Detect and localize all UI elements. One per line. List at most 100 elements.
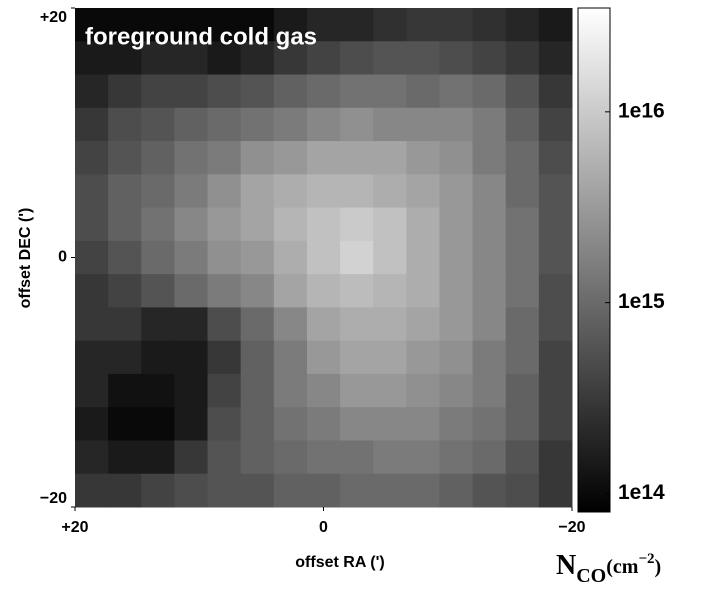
heatmap-cell	[240, 373, 275, 408]
heatmap-cell	[207, 207, 242, 242]
heatmap-cell	[472, 240, 507, 275]
heatmap-cell	[174, 107, 209, 142]
heatmap-cell	[406, 41, 440, 76]
heatmap-cell	[439, 407, 474, 441]
heatmap-cell	[174, 373, 209, 408]
heatmap-cell	[273, 174, 308, 209]
heatmap-cell	[174, 141, 209, 175]
heatmap-cell	[472, 207, 507, 242]
heatmap-cell	[439, 141, 474, 175]
heatmap-cell	[439, 340, 474, 375]
heatmap-cell	[505, 407, 540, 441]
heatmap-cell	[141, 307, 175, 342]
heatmap-cell	[472, 473, 507, 508]
heatmap-cell	[174, 473, 209, 508]
colorbar-label-part: (cm	[606, 556, 639, 578]
heatmap-cell	[538, 440, 573, 475]
heatmap-cell	[340, 141, 374, 175]
x-tick-label: 0	[319, 519, 328, 536]
heatmap-cell	[373, 207, 407, 242]
heatmap-cell	[439, 373, 474, 408]
heatmap-cell	[75, 74, 109, 109]
heatmap-cell	[174, 8, 209, 42]
heatmap-cell	[373, 473, 407, 508]
heatmap-cell	[108, 174, 142, 209]
heatmap-cell	[240, 240, 275, 275]
heatmap-cell	[273, 307, 308, 342]
heatmap-cell	[340, 107, 374, 142]
heatmap-cell	[240, 307, 275, 342]
heatmap-cell	[174, 207, 209, 242]
heatmap-cell	[538, 174, 573, 209]
heatmap-cell	[472, 307, 507, 342]
heatmap-cell	[538, 373, 573, 408]
heatmap-cell	[505, 307, 540, 342]
heatmap-cell	[406, 107, 440, 142]
heatmap-cell	[340, 174, 374, 209]
heatmap-cell	[273, 107, 308, 142]
heatmap-cell	[207, 274, 242, 308]
heatmap-cell	[75, 440, 109, 475]
heatmap-cell	[505, 107, 540, 142]
heatmap-cell	[240, 473, 275, 508]
heatmap-cell	[373, 240, 407, 275]
heatmap-cell	[273, 440, 308, 475]
heatmap-cell	[207, 240, 242, 275]
heatmap-cell	[75, 307, 109, 342]
heatmap-cell	[174, 274, 209, 308]
heatmap-cell	[108, 407, 142, 441]
heatmap-cell	[472, 41, 507, 76]
heatmap-cell	[75, 174, 109, 209]
heatmap-cell	[538, 141, 573, 175]
heatmap	[75, 8, 573, 508]
heatmap-cell	[240, 440, 275, 475]
heatmap-cell	[207, 141, 242, 175]
heatmap-cell	[472, 141, 507, 175]
heatmap-cell	[373, 174, 407, 209]
heatmap-cell	[174, 407, 209, 441]
heatmap-cell	[505, 440, 540, 475]
heatmap-cell	[75, 274, 109, 308]
heatmap-cell	[174, 240, 209, 275]
heatmap-cell	[75, 373, 109, 408]
heatmap-cell	[240, 174, 275, 209]
heatmap-cell	[439, 174, 474, 209]
heatmap-cell	[273, 473, 308, 508]
heatmap-cell	[340, 373, 374, 408]
heatmap-cell	[306, 240, 341, 275]
heatmap-cell	[340, 207, 374, 242]
heatmap-cell	[538, 207, 573, 242]
heatmap-cell	[505, 274, 540, 308]
heatmap-cell	[240, 340, 275, 375]
heatmap-cell	[406, 473, 440, 508]
heatmap-cell	[273, 274, 308, 308]
heatmap-cell	[174, 174, 209, 209]
heatmap-cell	[273, 240, 308, 275]
heatmap-cell	[406, 8, 440, 42]
heatmap-cell	[174, 74, 209, 109]
heatmap-cell	[538, 107, 573, 142]
y-axis-label: offset DEC (')	[17, 208, 34, 309]
heatmap-cell	[406, 174, 440, 209]
heatmap-cell	[306, 74, 341, 109]
heatmap-cell	[273, 407, 308, 441]
x-tick-label: +20	[61, 519, 88, 536]
heatmap-cell	[538, 8, 573, 42]
heatmap-cell	[306, 407, 341, 441]
heatmap-cell	[505, 174, 540, 209]
heatmap-cell	[406, 207, 440, 242]
heatmap-cell	[108, 473, 142, 508]
heatmap-cell	[306, 8, 341, 42]
heatmap-cell	[373, 107, 407, 142]
heatmap-cell	[439, 307, 474, 342]
x-tick-label: −20	[558, 519, 585, 536]
heatmap-cell	[207, 174, 242, 209]
heatmap-cell	[207, 473, 242, 508]
colorbar-tick-label: 1e15	[618, 290, 665, 313]
heatmap-cell	[108, 207, 142, 242]
heatmap-cell	[439, 107, 474, 142]
heatmap-cell	[108, 440, 142, 475]
heatmap-cell	[75, 8, 109, 42]
heatmap-cell	[505, 141, 540, 175]
heatmap-cell	[75, 207, 109, 242]
